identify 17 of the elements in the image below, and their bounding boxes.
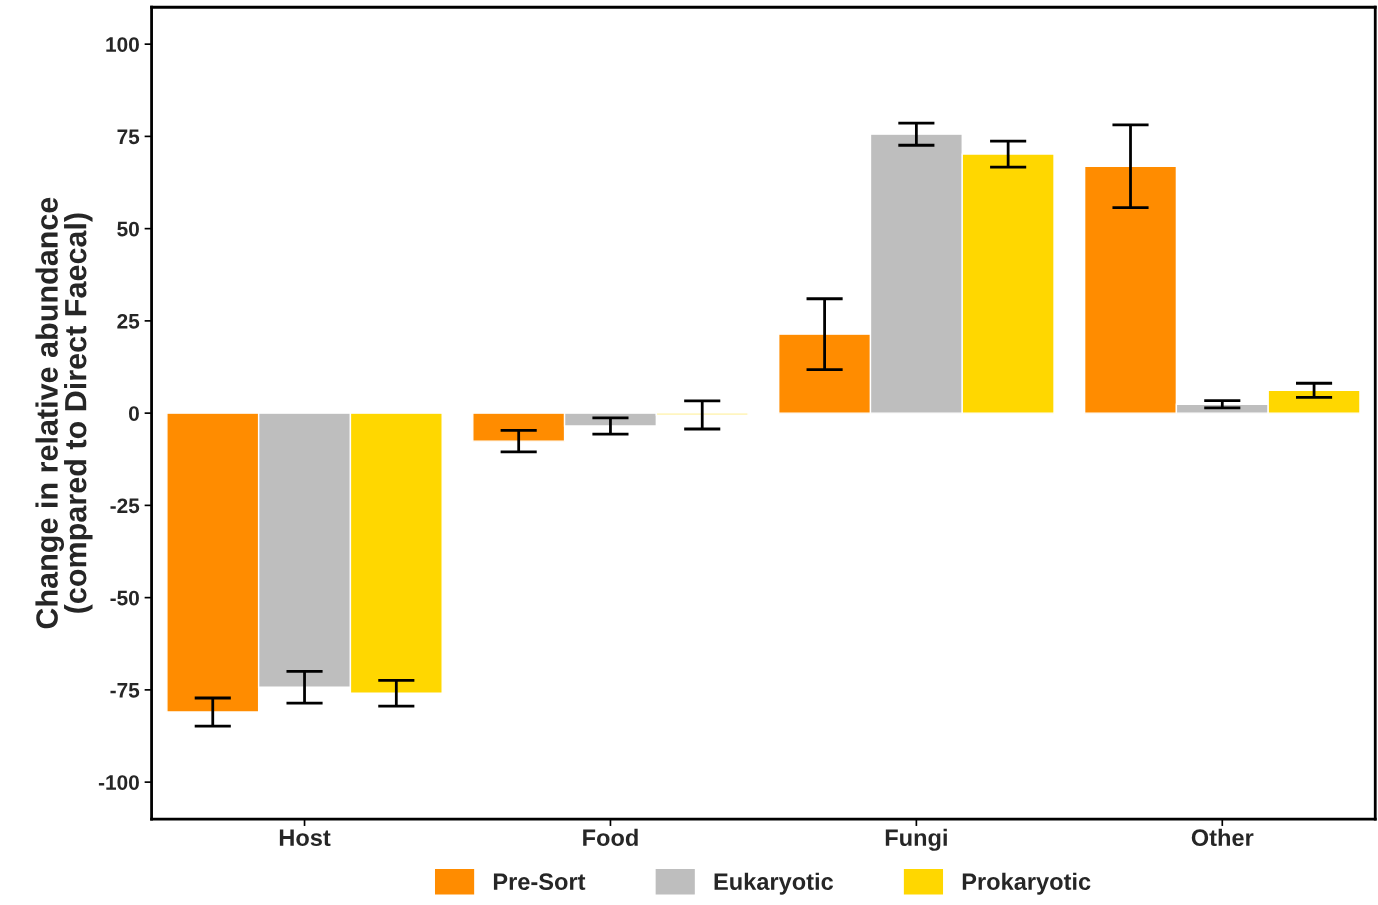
legend-label: Prokaryotic xyxy=(962,872,1091,895)
y-tick-label: 100 xyxy=(106,37,139,52)
x-tick-label: Other xyxy=(1191,828,1254,847)
y-tick-label: -25 xyxy=(110,498,140,514)
y-tick-label: -100 xyxy=(98,775,139,790)
x-tick-label: Fungi xyxy=(885,828,947,851)
legend-label: Pre-Sort xyxy=(493,873,586,891)
x-tick-label: Host xyxy=(279,829,331,847)
y-tick-label: -75 xyxy=(110,683,140,698)
y-tick-label: 75 xyxy=(117,129,140,145)
legend-label: Eukaryotic xyxy=(714,872,834,895)
y-tick-label: -50 xyxy=(110,590,139,606)
y-tick-label: 50 xyxy=(117,221,139,237)
x-tick-label: Food xyxy=(583,828,638,847)
y-axis-title: Change in relative abundance (compared to Direct Faecal) xyxy=(35,197,93,629)
y-tick-label: 25 xyxy=(117,313,140,329)
y-tick-label: 0 xyxy=(129,406,139,421)
